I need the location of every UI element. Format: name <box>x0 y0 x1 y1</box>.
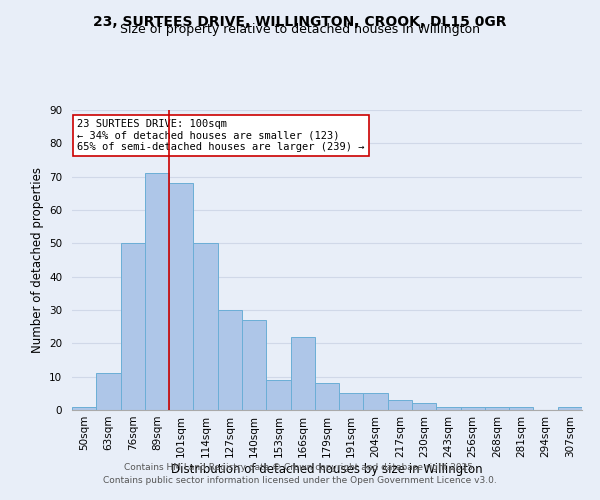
Text: Contains HM Land Registry data © Crown copyright and database right 2025.: Contains HM Land Registry data © Crown c… <box>124 464 476 472</box>
Bar <box>266 380 290 410</box>
Text: 23, SURTEES DRIVE, WILLINGTON, CROOK, DL15 0GR: 23, SURTEES DRIVE, WILLINGTON, CROOK, DL… <box>93 15 507 29</box>
Text: Contains public sector information licensed under the Open Government Licence v3: Contains public sector information licen… <box>103 476 497 485</box>
Text: Size of property relative to detached houses in Willington: Size of property relative to detached ho… <box>120 22 480 36</box>
Bar <box>169 184 193 410</box>
Bar <box>96 374 121 410</box>
Bar <box>290 336 315 410</box>
Bar <box>461 406 485 410</box>
Bar <box>388 400 412 410</box>
Y-axis label: Number of detached properties: Number of detached properties <box>31 167 44 353</box>
Bar <box>121 244 145 410</box>
Bar <box>364 394 388 410</box>
Bar <box>218 310 242 410</box>
Text: 23 SURTEES DRIVE: 100sqm
← 34% of detached houses are smaller (123)
65% of semi-: 23 SURTEES DRIVE: 100sqm ← 34% of detach… <box>77 119 365 152</box>
Bar <box>509 406 533 410</box>
Bar <box>558 406 582 410</box>
Bar <box>193 244 218 410</box>
Bar <box>145 174 169 410</box>
Bar <box>412 404 436 410</box>
Bar <box>485 406 509 410</box>
X-axis label: Distribution of detached houses by size in Willington: Distribution of detached houses by size … <box>171 462 483 475</box>
Bar <box>242 320 266 410</box>
Bar <box>436 406 461 410</box>
Bar <box>72 406 96 410</box>
Bar <box>339 394 364 410</box>
Bar <box>315 384 339 410</box>
